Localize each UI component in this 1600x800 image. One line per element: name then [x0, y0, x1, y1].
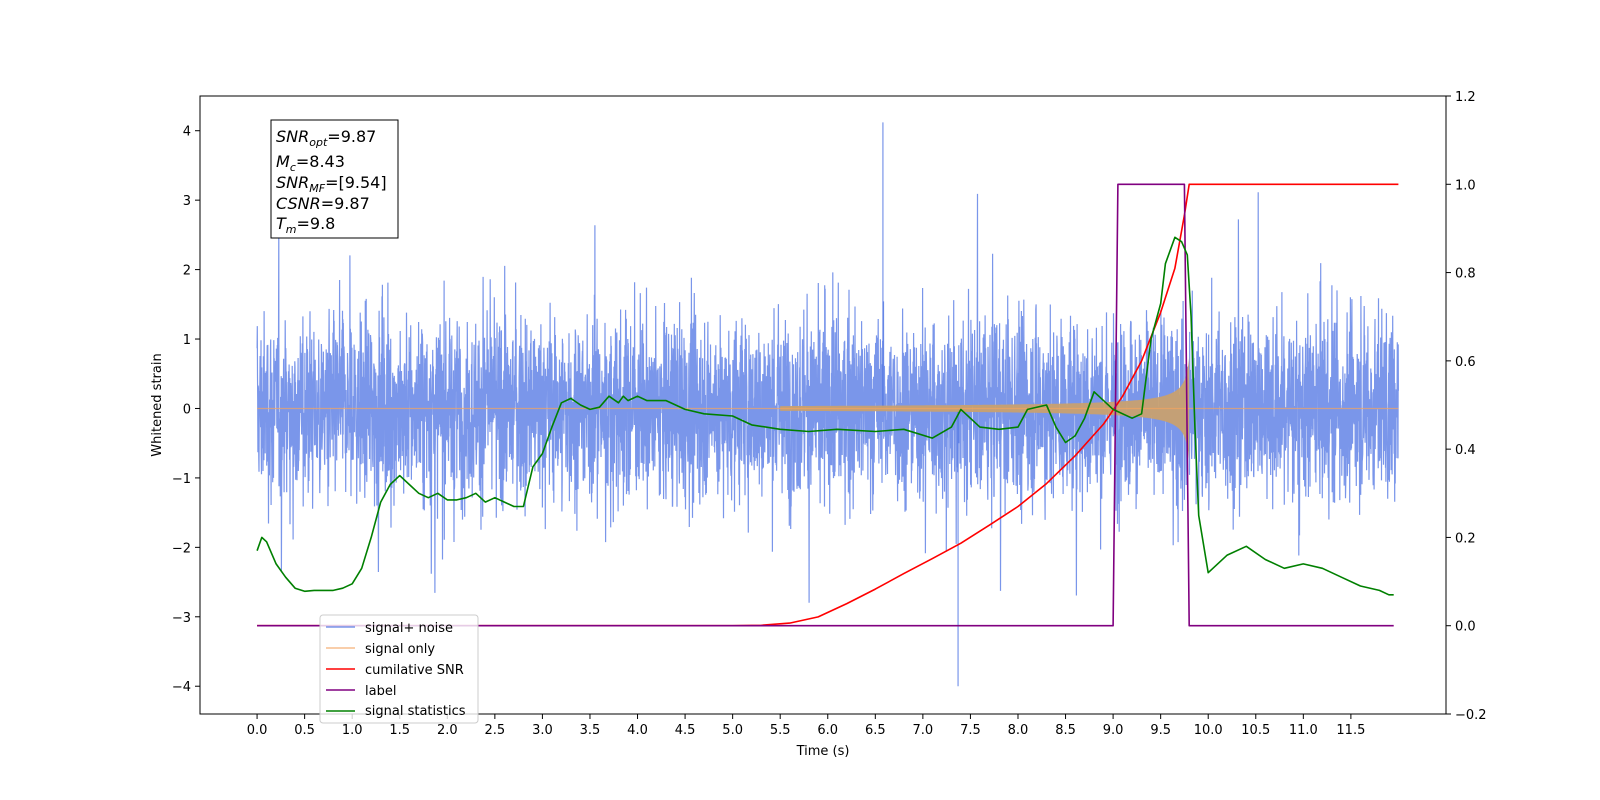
x-tick-label: 10.5 — [1241, 723, 1270, 738]
x-tick-label: 2.5 — [485, 723, 506, 738]
y2-tick-label: 0.0 — [1455, 620, 1476, 635]
y2-tick-label: −0.2 — [1455, 708, 1487, 723]
x-tick-label: 9.0 — [1103, 723, 1124, 738]
series-signal-noise-line — [256, 192, 1399, 603]
x-tick-label: 3.0 — [532, 723, 553, 738]
x-tick-label: 11.0 — [1289, 723, 1318, 738]
y-tick-label: 4 — [183, 125, 191, 140]
y-tick-label: 1 — [183, 333, 191, 348]
legend-label-signal-statistics: signal statistics — [365, 704, 466, 719]
legend: signal+ noise signal only cumilative SNR… — [319, 614, 479, 724]
legend-frame — [319, 614, 479, 724]
legend-label-signal-noise: signal+ noise — [365, 621, 453, 636]
x-tick-label: 2.0 — [437, 723, 458, 738]
info-snr-opt: SNRopt=9.87 — [276, 127, 376, 149]
info-box-frame — [270, 119, 399, 239]
legend-label-cumulative-snr: cumilative SNR — [365, 663, 464, 678]
y2-axis-ticks: 1.2 1.0 0.8 0.6 0.4 0.2 0.0 −0.2 — [1446, 90, 1487, 723]
x-tick-label: 5.5 — [770, 723, 791, 738]
info-snr-mf: SNRMF=[9.54] — [276, 173, 387, 195]
legend-label-signal-only: signal only — [365, 642, 435, 657]
series-signal-statistics-line — [256, 236, 1394, 596]
x-tick-label: 7.0 — [913, 723, 934, 738]
y-tick-label: −1 — [172, 472, 191, 487]
x-tick-label: 5.0 — [722, 723, 743, 738]
y2-tick-label: 0.4 — [1455, 443, 1476, 458]
x-tick-label: 0.5 — [294, 723, 315, 738]
x-tick-label: 3.5 — [580, 723, 601, 738]
x-tick-label: 4.5 — [675, 723, 696, 738]
axes-frame — [199, 95, 1447, 715]
x-axis-ticks: 0.0 0.5 1.0 1.5 2.0 2.5 3.0 3.5 4.0 4.5 5.0 5.5 6.0 6… — [247, 714, 1365, 738]
x-tick-label: 0.0 — [247, 723, 268, 738]
x-tick-label: 8.0 — [1008, 723, 1029, 738]
x-tick-label: 6.5 — [865, 723, 886, 738]
x-tick-label: 9.5 — [1150, 723, 1171, 738]
x-tick-label: 6.0 — [817, 723, 838, 738]
y-tick-label: 3 — [183, 194, 191, 209]
y2-tick-label: 0.2 — [1455, 531, 1476, 546]
x-tick-label: 4.0 — [627, 723, 648, 738]
y-tick-label: 0 — [183, 402, 191, 417]
y-tick-label: −2 — [172, 541, 191, 556]
x-axis-label: Time (s) — [796, 744, 850, 759]
y2-tick-label: 1.0 — [1455, 178, 1476, 193]
y-tick-label: 2 — [183, 264, 191, 279]
y2-tick-label: 0.8 — [1455, 267, 1476, 282]
y-axis-label: Whitened strain — [150, 353, 165, 456]
series-cumulative-snr-line — [257, 183, 1399, 627]
x-tick-label: 1.5 — [389, 723, 410, 738]
info-box: SNRopt=9.87 Mc=8.43 SNRMF=[9.54] CSNR=9.… — [270, 119, 399, 239]
info-mc: Mc=8.43 — [276, 152, 345, 174]
info-csnr: CSNR=9.87 — [276, 194, 370, 213]
y-tick-label: −4 — [172, 680, 191, 695]
y-axis-ticks: 4 3 2 1 0 −1 −2 −3 −4 — [172, 125, 200, 695]
y2-tick-label: 0.6 — [1455, 355, 1476, 370]
info-tm: Tm=9.8 — [276, 214, 335, 236]
x-tick-label: 7.5 — [960, 723, 981, 738]
legend-label-label: label — [365, 684, 396, 699]
x-tick-label: 11.5 — [1336, 723, 1365, 738]
plot-data-layer — [256, 122, 1399, 687]
x-tick-label: 1.0 — [342, 723, 363, 738]
x-tick-label: 8.5 — [1055, 723, 1076, 738]
series-label-line — [257, 183, 1394, 627]
y2-tick-label: 1.2 — [1455, 90, 1476, 105]
x-tick-label: 10.0 — [1194, 723, 1223, 738]
y-tick-label: −3 — [172, 611, 191, 626]
